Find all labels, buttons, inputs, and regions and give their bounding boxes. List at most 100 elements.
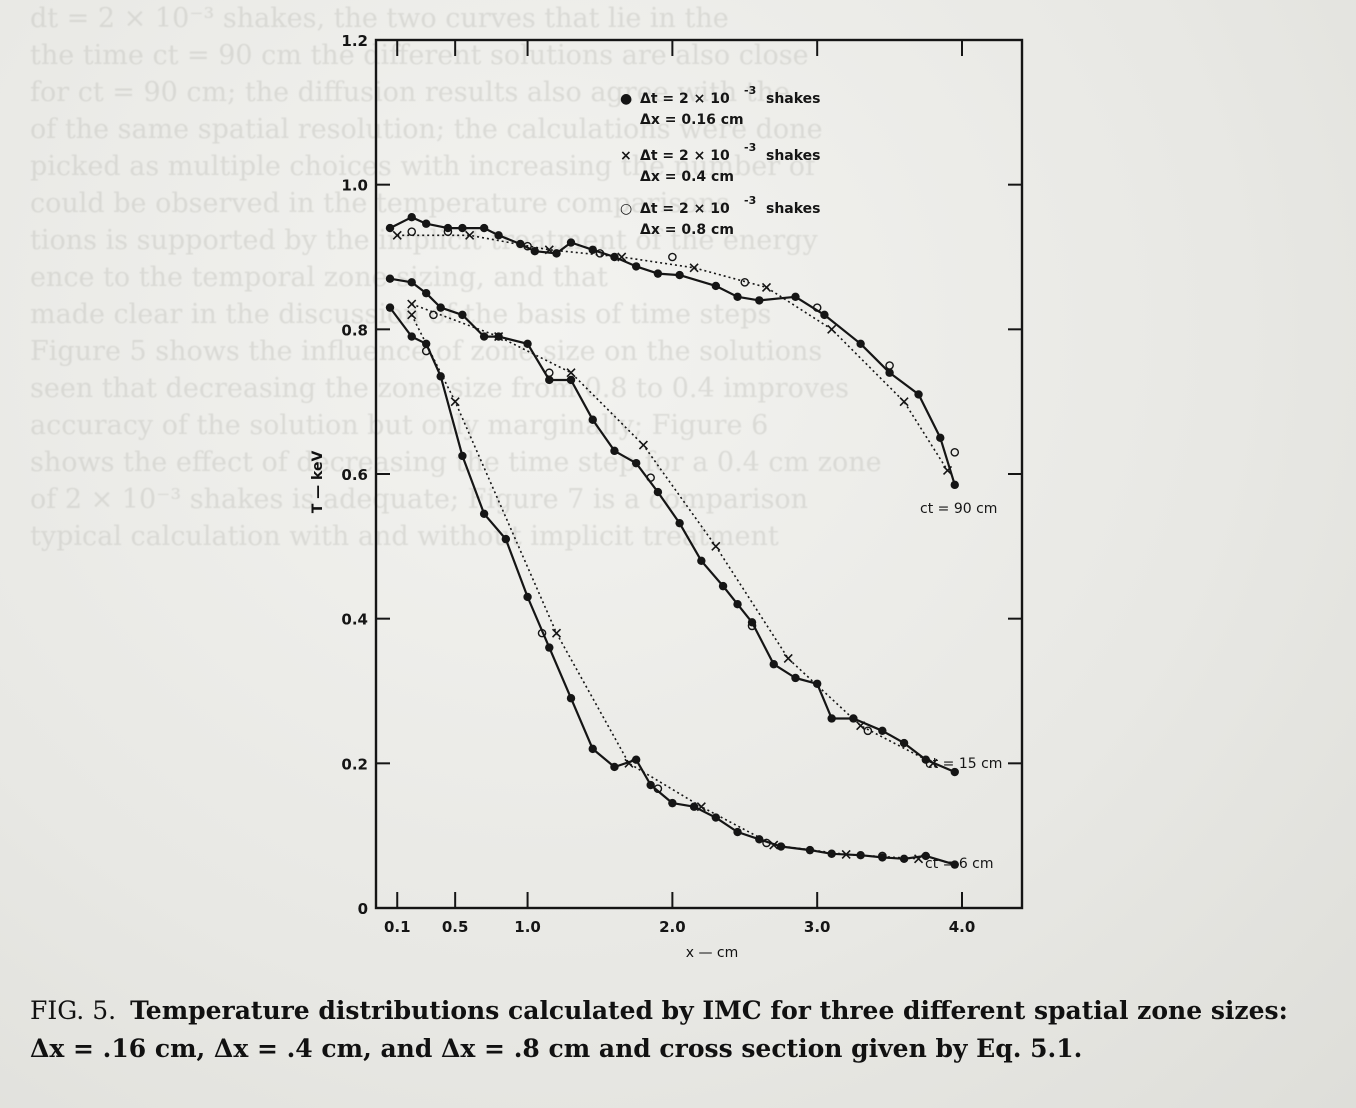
data-point-dot: [523, 339, 532, 348]
curve-label: ct = 90 cm: [920, 501, 997, 517]
data-point-open-circle: [523, 241, 532, 251]
dotted-curve-dx04: [411, 303, 934, 765]
data-point-dot: [827, 714, 836, 723]
data-point-cross: [827, 324, 837, 334]
data-point-open-circle: [812, 303, 822, 312]
data-point-dot: [711, 281, 721, 291]
data-point-dot: [566, 694, 576, 703]
data-point-dot: [668, 798, 677, 808]
curve-group: [385, 274, 959, 777]
data-point-dot: [856, 339, 865, 348]
data-point-dot: [733, 292, 742, 301]
data-point-cross: [392, 230, 402, 240]
data-point-dot: [385, 274, 395, 283]
legend-timestep: Δt = 2 × 10: [640, 201, 730, 217]
data-point-dot: [422, 339, 431, 348]
data-point-dot: [385, 303, 395, 312]
data-point-dot: [458, 451, 467, 461]
data-point-cross: [942, 465, 953, 475]
data-point-dot: [899, 738, 909, 748]
data-point-dot: [479, 332, 489, 341]
solid-curve-dx016: [389, 216, 956, 486]
legend-zone-size: Δx = 0.16 cm: [640, 112, 744, 128]
data-point-cross: [450, 397, 460, 407]
data-point-dot: [769, 660, 778, 669]
data-point-open-circle: [762, 838, 771, 848]
data-point-dot: [733, 827, 742, 837]
data-point-dot: [675, 518, 684, 528]
legend-marker: ×: [620, 148, 632, 164]
data-point-cross: [856, 721, 866, 731]
legend-unit: shakes: [766, 148, 821, 164]
data-point-open-circle: [863, 726, 873, 736]
data-point-dot: [675, 270, 684, 280]
data-point-dot: [936, 433, 945, 443]
data-point-dot: [718, 581, 728, 591]
data-point-dot: [458, 223, 467, 233]
y-axis-ticks: 0 0.2 0.4 0.6 0.8 1.0 1.2: [341, 32, 1022, 918]
dotted-curve-dx04: [397, 234, 949, 471]
data-point-cross: [899, 397, 909, 407]
data-point-dot: [849, 714, 858, 723]
data-point-dot: [921, 755, 930, 764]
data-point-dot: [545, 375, 554, 385]
data-point-dot: [791, 673, 800, 683]
curve-group: [385, 213, 960, 490]
data-point-open-circle: [595, 249, 605, 258]
data-point-open-circle: [878, 851, 887, 861]
data-point-dot: [566, 238, 576, 247]
y-tick-label: 0.4: [341, 611, 368, 629]
data-point-dot: [921, 851, 930, 861]
curve-label: ct = 6 cm: [925, 856, 994, 872]
data-point-dot: [791, 292, 800, 301]
data-point-dot: [385, 223, 395, 233]
data-point-dot: [407, 332, 416, 341]
data-point-dot: [436, 303, 445, 312]
data-point-dot: [631, 755, 641, 764]
data-point-dot: [950, 480, 959, 490]
data-point-dot: [479, 223, 489, 233]
data-point-dot: [820, 310, 829, 320]
chart-figure: 0.1 0.5 1.0 2.0 3.0 4.0 0 0.2 0.4 0.6 0.8 1.0 1.2 c…: [310, 32, 1024, 961]
data-point-open-circle: [443, 227, 453, 236]
x-tick-label: 1.0: [514, 918, 541, 936]
data-point-cross: [696, 802, 706, 812]
data-point-dot: [552, 249, 561, 258]
data-point-dot: [646, 780, 655, 790]
legend-zone-size: Δx = 0.4 cm: [640, 169, 734, 185]
data-point-cross: [841, 849, 851, 860]
data-point-open-circle: [950, 447, 960, 457]
data-point-open-circle: [544, 368, 554, 378]
y-axis-label: T — keV: [310, 451, 326, 514]
data-point-open-circle: [537, 628, 547, 638]
legend-timestep: Δt = 2 × 10: [640, 148, 730, 164]
data-point-dot: [588, 744, 597, 754]
legend-unit: shakes: [766, 91, 821, 107]
data-point-dot: [711, 813, 721, 822]
x-tick-label: 2.0: [659, 918, 686, 936]
data-point-dot: [805, 845, 815, 855]
data-point-dot: [530, 247, 540, 256]
y-tick-label: 0.6: [341, 466, 368, 484]
data-point-dot: [610, 446, 619, 456]
data-point-dot: [899, 854, 909, 864]
data-point-dot: [422, 288, 431, 298]
data-point-open-circle: [747, 621, 757, 631]
legend-exponent: -3: [744, 84, 756, 97]
legend-exponent: -3: [744, 141, 756, 154]
legend: ● Δt = 2 × 10 -3 shakes Δx = 0.16 cm × Δt = 2 …: [620, 84, 821, 238]
y-tick-label: 0.8: [341, 321, 368, 339]
data-point-open-circle: [653, 784, 663, 793]
data-point-open-circle: [668, 252, 677, 262]
caption-text: Temperature distributions calculated by …: [30, 996, 1288, 1063]
data-point-open-circle: [885, 361, 894, 370]
data-point-cross: [544, 245, 554, 255]
curve-labels: ct = 90 cm ct = 15 cm ct = 6 cm: [920, 501, 1002, 872]
data-point-dot: [914, 390, 923, 399]
data-point-dot: [631, 458, 641, 468]
data-point-cross: [711, 541, 721, 551]
data-point-dot: [516, 239, 525, 249]
data-point-dot: [755, 296, 764, 305]
x-tick-label: 3.0: [804, 918, 831, 936]
